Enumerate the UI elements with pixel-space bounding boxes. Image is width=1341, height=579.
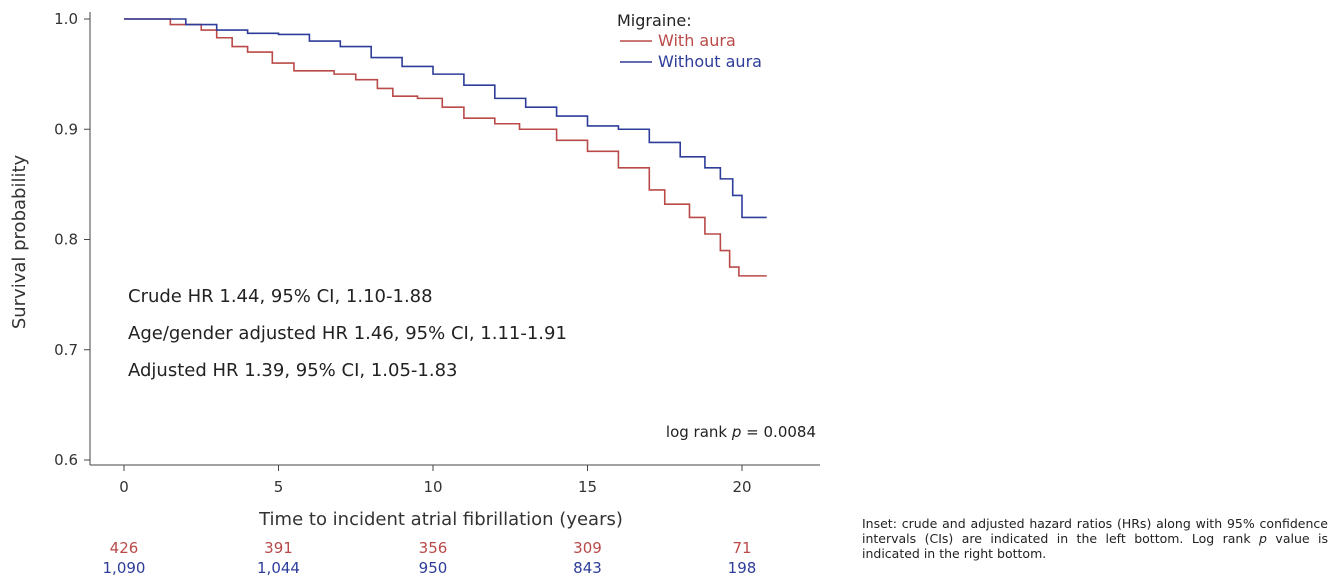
x-axis-title: Time to incident atrial fibrillation (ye… — [258, 509, 623, 530]
risk-count: 391 — [264, 539, 293, 557]
legend-label: With aura — [658, 31, 736, 50]
risk-count: 1,044 — [257, 559, 300, 577]
log-rank-label: log rank p = 0.0084 — [666, 423, 816, 441]
risk-table: 426 391 356 309 71 1,090 1,044 950 843 198 — [103, 539, 757, 577]
risk-count: 356 — [419, 539, 448, 557]
y-tick-label: 0.7 — [54, 341, 78, 359]
caption-p-italic: p — [1259, 531, 1267, 546]
caption-text-2: value is indicated in the right bottom. — [862, 531, 1328, 561]
x-tick-label: 15 — [578, 478, 597, 496]
caption-text-1: Inset: crude and adjusted hazard ratios … — [862, 516, 1328, 546]
y-tick-label: 1.0 — [54, 10, 78, 28]
hr-annotation: Crude HR 1.44, 95% CI, 1.10-1.88 — [128, 286, 433, 307]
survival-curves — [124, 18, 767, 277]
survival-line-with-aura — [124, 18, 767, 277]
legend-label: Without aura — [658, 52, 762, 71]
risk-count: 198 — [728, 559, 757, 577]
y-axis-title: Survival probability — [9, 154, 30, 329]
survival-line-without-aura — [124, 18, 767, 219]
x-tick-label: 10 — [423, 478, 442, 496]
risk-count: 426 — [110, 539, 139, 557]
x-tick-label: 5 — [274, 478, 284, 496]
x-tick-label: 0 — [119, 478, 129, 496]
y-tick-label: 0.9 — [54, 120, 78, 138]
risk-count: 950 — [419, 559, 448, 577]
y-tick-label: 0.8 — [54, 231, 78, 249]
risk-count: 309 — [573, 539, 602, 557]
hr-annotation: Age/gender adjusted HR 1.46, 95% CI, 1.1… — [128, 323, 567, 344]
figure-caption: Inset: crude and adjusted hazard ratios … — [862, 516, 1328, 561]
risk-count: 71 — [732, 539, 751, 557]
x-tick-label: 20 — [732, 478, 751, 496]
legend-title: Migraine: — [617, 11, 692, 30]
hr-annotations: Crude HR 1.44, 95% CI, 1.10-1.88 Age/gend… — [128, 286, 816, 441]
y-tick-label: 0.6 — [54, 451, 78, 469]
risk-count: 843 — [573, 559, 602, 577]
axes: 0.6 0.7 0.8 0.9 1.0 0 5 10 15 20 Time to incident … — [9, 10, 820, 530]
hr-annotation: Adjusted HR 1.39, 95% CI, 1.05-1.83 — [128, 360, 457, 381]
legend: Migraine:With aura Without aura — [617, 11, 762, 71]
risk-count: 1,090 — [103, 559, 146, 577]
